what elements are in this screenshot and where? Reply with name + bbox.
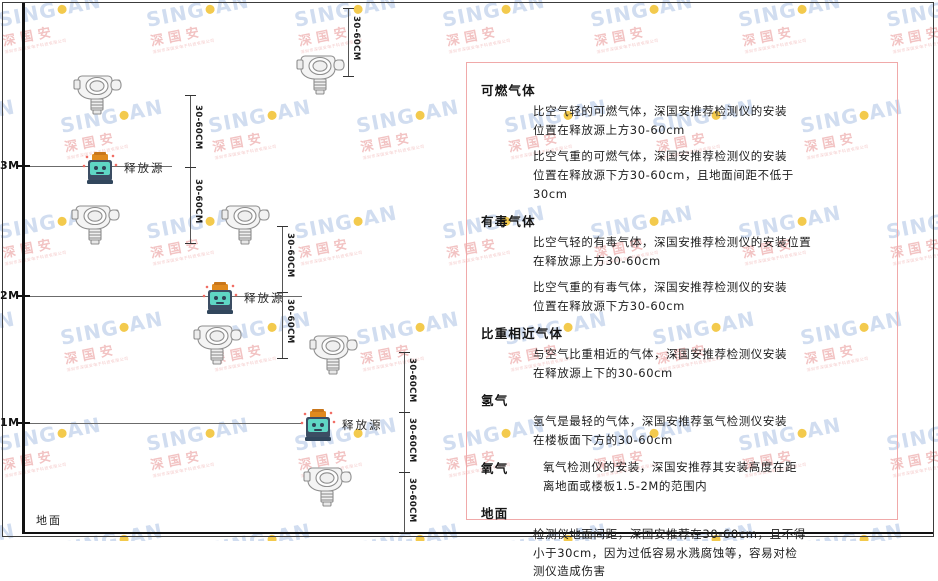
section-similar-density-gas-heading: 比重相近气体 bbox=[481, 325, 564, 341]
dimension-label: 30-60CM bbox=[193, 105, 203, 150]
dimension-tick bbox=[399, 412, 410, 413]
dimension-tick bbox=[185, 95, 196, 96]
detector-top-left-icon bbox=[70, 70, 126, 120]
release-source-3m-icon bbox=[82, 152, 118, 190]
section-ground-paragraph: 检测仪地面间距，深国安推荐在30-60cm，且不得 小于30cm，因为过低容易水… bbox=[533, 526, 806, 579]
dimension-stack-top-center: 30-60CM bbox=[343, 8, 388, 77]
release-source-2m-icon bbox=[202, 282, 238, 320]
release-source-label: 释放源 bbox=[342, 418, 383, 432]
panel-content: 可燃气体比空气轻的可燃气体，深国安推荐检测仪的安装 位置在释放源上方30-60c… bbox=[467, 63, 897, 581]
recommendation-panel: 可燃气体比空气轻的可燃气体，深国安推荐检测仪的安装 位置在释放源上方30-60c… bbox=[466, 62, 898, 578]
dimension-label: 30-60CM bbox=[285, 299, 295, 344]
dimension-tick bbox=[343, 8, 354, 9]
level-label-1m: 1M bbox=[0, 416, 20, 429]
dimension-label: 30-60CM bbox=[351, 16, 361, 61]
dimension-stack-left: 30-60CM 30-60CM bbox=[185, 95, 230, 244]
section-similar-density-gas-paragraph: 与空气比重相近的气体，深国安推荐检测仪安装 在释放源上下的30-60cm bbox=[533, 346, 788, 380]
level-line-2m bbox=[22, 296, 302, 297]
dimension-tick bbox=[277, 292, 288, 293]
section-ground: 地面检测仪地面间距，深国安推荐在30-60cm，且不得 小于30cm，因为过低容… bbox=[481, 503, 883, 581]
section-flammable-gas: 可燃气体比空气轻的可燃气体，深国安推荐检测仪的安装 位置在释放源上方30-60c… bbox=[481, 80, 883, 204]
release-source-label: 释放源 bbox=[124, 161, 165, 175]
section-oxygen: 氧气 氧气检测仪的安装，深国安推荐其安装高度在距 离地面或楼板1.5-2M的范围内 bbox=[481, 458, 883, 496]
level-tick bbox=[16, 295, 30, 297]
level-label-3m: 3M bbox=[0, 159, 20, 172]
section-flammable-gas-heading: 可燃气体 bbox=[481, 83, 536, 98]
section-oxygen-heading: 氧气 bbox=[481, 460, 509, 476]
section-oxygen-paragraph: 氧气检测仪的安装，深国安推荐其安装高度在距 离地面或楼板1.5-2M的范围内 bbox=[543, 459, 798, 493]
release-source-label: 释放源 bbox=[244, 291, 285, 305]
dimension-label: 30-60CM bbox=[407, 418, 417, 463]
section-toxic-gas-paragraph: 比空气重的有毒气体，深国安推荐检测仪的安装 位置在释放源下方30-60cm bbox=[533, 279, 788, 313]
level-label-2m: 2M bbox=[0, 289, 20, 302]
dimension-stack-middle: 30-60CM 30-60CM bbox=[277, 226, 322, 359]
detector-top-center-icon bbox=[293, 50, 349, 100]
level-line-1m bbox=[22, 423, 302, 424]
dimension-line bbox=[190, 95, 191, 243]
level-tick bbox=[16, 165, 30, 167]
dimension-tick bbox=[277, 226, 288, 227]
dimension-tick bbox=[399, 352, 410, 353]
dimension-tick bbox=[185, 243, 196, 244]
section-hydrogen: 氢气氢气是最轻的气体，深国安推荐氢气检测仪安装 在楼板面下方的30-60cm bbox=[481, 390, 883, 450]
dimension-label: 30-60CM bbox=[193, 179, 203, 224]
dimension-tick bbox=[277, 358, 288, 359]
level-tick bbox=[16, 422, 30, 424]
section-toxic-gas-heading: 有毒气体 bbox=[481, 213, 536, 229]
detector-low-right-icon bbox=[306, 330, 362, 380]
dimension-label: 30-60CM bbox=[407, 478, 417, 523]
dimension-tick bbox=[399, 472, 410, 473]
dimension-line bbox=[348, 8, 349, 76]
ground-line bbox=[23, 532, 933, 534]
section-ground-heading: 地面 bbox=[481, 505, 509, 521]
release-source-1m-icon bbox=[300, 409, 336, 447]
section-toxic-gas: 有毒气体比空气轻的有毒气体，深国安推荐检测仪的安装位置 在释放源上方30-60c… bbox=[481, 211, 883, 316]
dimension-line bbox=[404, 352, 405, 532]
detector-mid-right-icon bbox=[218, 200, 274, 250]
detector-mid-left-icon bbox=[68, 200, 124, 250]
outer-frame bbox=[2, 2, 934, 537]
ground-label: 地面 bbox=[36, 514, 62, 527]
dimension-label: 30-60CM bbox=[407, 358, 417, 403]
dimension-label: 30-60CM bbox=[285, 233, 295, 278]
detector-bottom-icon bbox=[300, 462, 356, 512]
section-hydrogen-heading: 氢气 bbox=[481, 392, 509, 408]
section-flammable-gas-paragraph: 比空气轻的可燃气体，深国安推荐检测仪的安装 位置在释放源上方30-60cm bbox=[533, 104, 788, 137]
detector-low-left-icon bbox=[190, 320, 246, 370]
section-toxic-gas-paragraph: 比空气轻的有毒气体，深国安推荐检测仪的安装位置 在释放源上方30-60cm bbox=[533, 234, 812, 268]
dimension-tick bbox=[343, 76, 354, 77]
vertical-axis bbox=[22, 3, 25, 534]
section-flammable-gas-paragraph: 比空气重的可燃气体，深国安推荐检测仪的安装 位置在释放源下方30-60cm，且地… bbox=[533, 148, 794, 201]
section-similar-density-gas: 比重相近气体与空气比重相近的气体，深国安推荐检测仪安装 在释放源上下的30-60… bbox=[481, 323, 883, 383]
dimension-tick bbox=[185, 167, 196, 168]
dimension-stack-right: 30-60CM 30-60CM 30-60CM bbox=[399, 352, 444, 533]
dimension-tick bbox=[399, 532, 410, 533]
section-hydrogen-paragraph: 氢气是最轻的气体，深国安推荐氢气检测仪安装 在楼板面下方的30-60cm bbox=[533, 413, 788, 447]
